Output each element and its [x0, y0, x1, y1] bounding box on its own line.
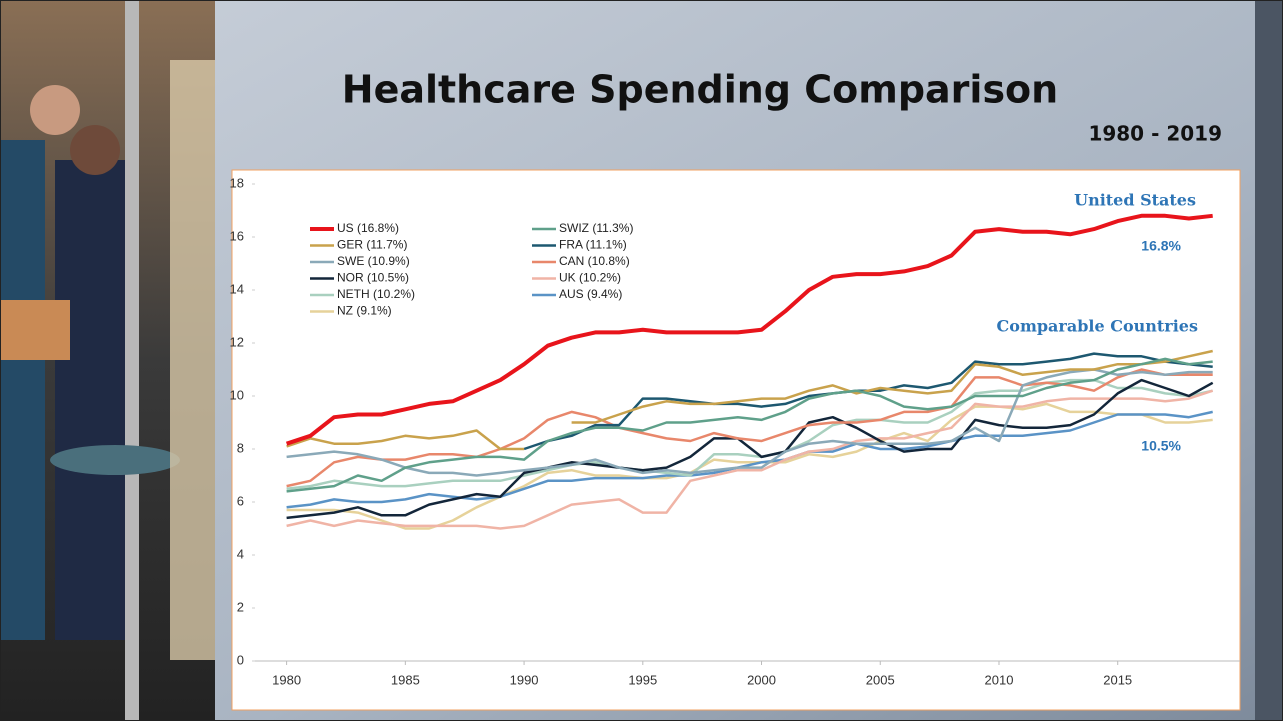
legend-label: FRA (11.1%) — [559, 238, 627, 252]
legend-label: SWIZ (11.3%) — [559, 221, 633, 235]
legend-label: GER (11.7%) — [337, 238, 407, 252]
x-tick-label: 2000 — [747, 672, 776, 687]
annotation: United States — [1074, 191, 1196, 210]
series-line — [286, 368, 1213, 477]
legend-label: CAN (10.8%) — [559, 254, 630, 268]
legend-label: UK (10.2%) — [559, 271, 621, 285]
legend-label: SWE (10.9%) — [337, 254, 410, 268]
y-tick-label: 4 — [237, 546, 244, 561]
series-line — [286, 368, 1213, 488]
legend-label: NOR (10.5%) — [337, 271, 409, 285]
x-tick-label: 2015 — [1103, 672, 1132, 687]
annotation: 16.8% — [1141, 238, 1181, 254]
y-tick-label: 10 — [230, 387, 244, 402]
series-line — [286, 389, 1214, 530]
y-tick-label: 18 — [230, 175, 244, 190]
side-strip — [1255, 0, 1283, 721]
photo — [0, 0, 215, 721]
series-line — [286, 410, 1213, 509]
series-line — [285, 213, 1213, 446]
chart-area — [231, 169, 1241, 711]
legend-label: NZ (9.1%) — [337, 304, 392, 318]
y-tick-label: 12 — [230, 334, 244, 349]
legend-label: AUS (9.4%) — [559, 287, 622, 301]
x-tick-label: 2005 — [866, 672, 895, 687]
annotation: Comparable Countries — [997, 317, 1198, 336]
legend-label: US (16.8%) — [337, 221, 399, 235]
x-tick-label: 1995 — [628, 672, 657, 687]
x-tick-label: 1990 — [510, 672, 539, 687]
y-tick-label: 8 — [237, 440, 244, 455]
y-tick-label: 0 — [237, 652, 244, 667]
x-tick-label: 2010 — [985, 672, 1014, 687]
y-tick-label: 2 — [237, 599, 244, 614]
title: Healthcare Spending Comparison — [342, 68, 1058, 112]
series-line — [286, 357, 1213, 493]
series-line — [286, 402, 1213, 530]
x-tick-label: 1985 — [391, 672, 420, 687]
series-line — [286, 378, 1213, 491]
annotation: 10.5% — [1141, 438, 1181, 454]
y-tick-label: 16 — [230, 228, 244, 243]
series-line — [286, 349, 1213, 451]
legend-label: NETH (10.2%) — [337, 287, 415, 301]
y-tick-label: 14 — [230, 281, 244, 296]
x-tick-label: 1980 — [272, 672, 301, 687]
subtitle: 1980 - 2019 — [1088, 122, 1222, 146]
y-tick-label: 6 — [237, 493, 244, 508]
series-line — [286, 378, 1214, 520]
